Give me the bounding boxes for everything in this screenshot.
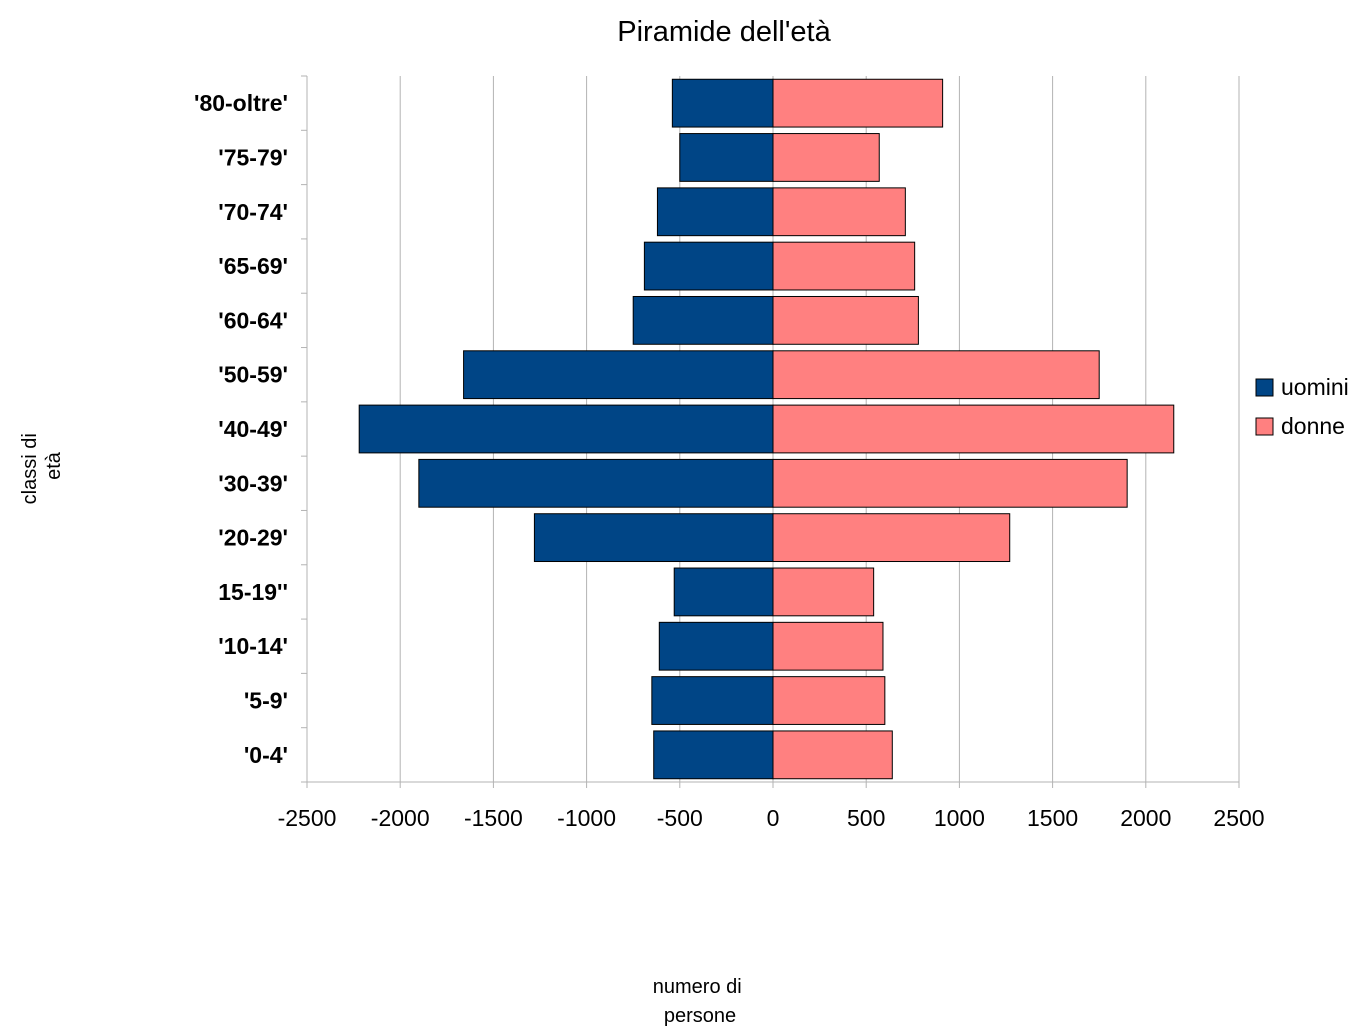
bar-donne bbox=[772, 241, 916, 291]
bar-uomini bbox=[463, 350, 774, 400]
bar-uomini bbox=[418, 458, 774, 508]
bar-uomini bbox=[358, 404, 774, 454]
bar-donne bbox=[772, 78, 944, 128]
bar-uomini bbox=[651, 676, 774, 725]
category-label: '50-59' bbox=[218, 362, 288, 388]
category-labels: '0-4' '5-9' '10-14' 15-19'' '20-29' '30-39' '4… bbox=[194, 90, 288, 768]
bar-donne bbox=[772, 676, 886, 725]
x-tick-label: -1000 bbox=[557, 805, 616, 831]
bar-donne bbox=[772, 567, 875, 617]
x-tick-label: -500 bbox=[657, 805, 703, 831]
category-label: '0-4' bbox=[244, 742, 288, 768]
category-label: '20-29' bbox=[218, 525, 288, 551]
category-label: '30-39' bbox=[218, 470, 288, 496]
bar-donne bbox=[772, 295, 919, 345]
bar-uomini bbox=[632, 295, 774, 345]
bars bbox=[358, 78, 1175, 780]
legend-swatch-donne bbox=[1255, 417, 1274, 436]
bar-uomini bbox=[643, 241, 774, 291]
bar-uomini bbox=[673, 567, 774, 617]
x-tick-label: -2500 bbox=[278, 805, 337, 831]
legend-swatch-uomini bbox=[1255, 378, 1274, 397]
bar-donne bbox=[772, 730, 893, 780]
x-tick-label: 500 bbox=[847, 805, 885, 831]
x-tick-label: -1500 bbox=[464, 805, 523, 831]
x-axis-title-line-2: persone bbox=[664, 1005, 736, 1027]
bar-donne bbox=[772, 458, 1128, 508]
bar-uomini bbox=[658, 621, 774, 671]
x-tick-label: 2500 bbox=[1213, 805, 1264, 831]
category-label: '70-74' bbox=[218, 199, 288, 225]
bar-uomini bbox=[679, 133, 774, 182]
chart-title: Piramide dell'età bbox=[617, 16, 831, 48]
category-label: '10-14' bbox=[218, 633, 288, 659]
x-tick-label: 1500 bbox=[1027, 805, 1078, 831]
legend-label-uomini: uomini bbox=[1281, 374, 1349, 400]
category-label: '5-9' bbox=[244, 688, 288, 714]
y-axis-title-line-1: classi di bbox=[19, 433, 41, 504]
x-tick-label: 2000 bbox=[1120, 805, 1171, 831]
bar-donne bbox=[772, 621, 884, 671]
x-axis-title: numero di persone bbox=[653, 976, 748, 1027]
bar-uomini bbox=[653, 730, 774, 780]
x-tick-label: 0 bbox=[767, 805, 780, 831]
x-axis-title-line-1: numero di bbox=[653, 976, 742, 998]
bar-donne bbox=[772, 404, 1175, 454]
y-axis-title-line-2: età bbox=[43, 451, 65, 480]
bar-uomini bbox=[656, 187, 774, 237]
category-label: 15-19'' bbox=[218, 579, 288, 605]
bar-donne bbox=[772, 133, 880, 182]
legend-label-donne: donne bbox=[1281, 413, 1345, 439]
bar-uomini bbox=[533, 513, 774, 563]
category-label: '60-64' bbox=[218, 307, 288, 333]
x-tick-label: 1000 bbox=[934, 805, 985, 831]
x-tick-labels: -2500 -2000 -1500 -1000 -500 0 500 1000 1500 2000… bbox=[278, 805, 1265, 831]
bar-donne bbox=[772, 350, 1100, 400]
category-label: '80-oltre' bbox=[194, 90, 288, 116]
bar-donne bbox=[772, 187, 906, 237]
y-axis-title: classi di età bbox=[19, 428, 65, 505]
category-label: '65-69' bbox=[218, 253, 288, 279]
bar-uomini bbox=[671, 78, 774, 128]
category-label: '75-79' bbox=[218, 144, 288, 170]
category-label: '40-49' bbox=[218, 416, 288, 442]
x-tick-label: -2000 bbox=[371, 805, 430, 831]
legend: uomini donne bbox=[1255, 374, 1349, 439]
bar-donne bbox=[772, 513, 1011, 563]
axes bbox=[301, 75, 1240, 788]
